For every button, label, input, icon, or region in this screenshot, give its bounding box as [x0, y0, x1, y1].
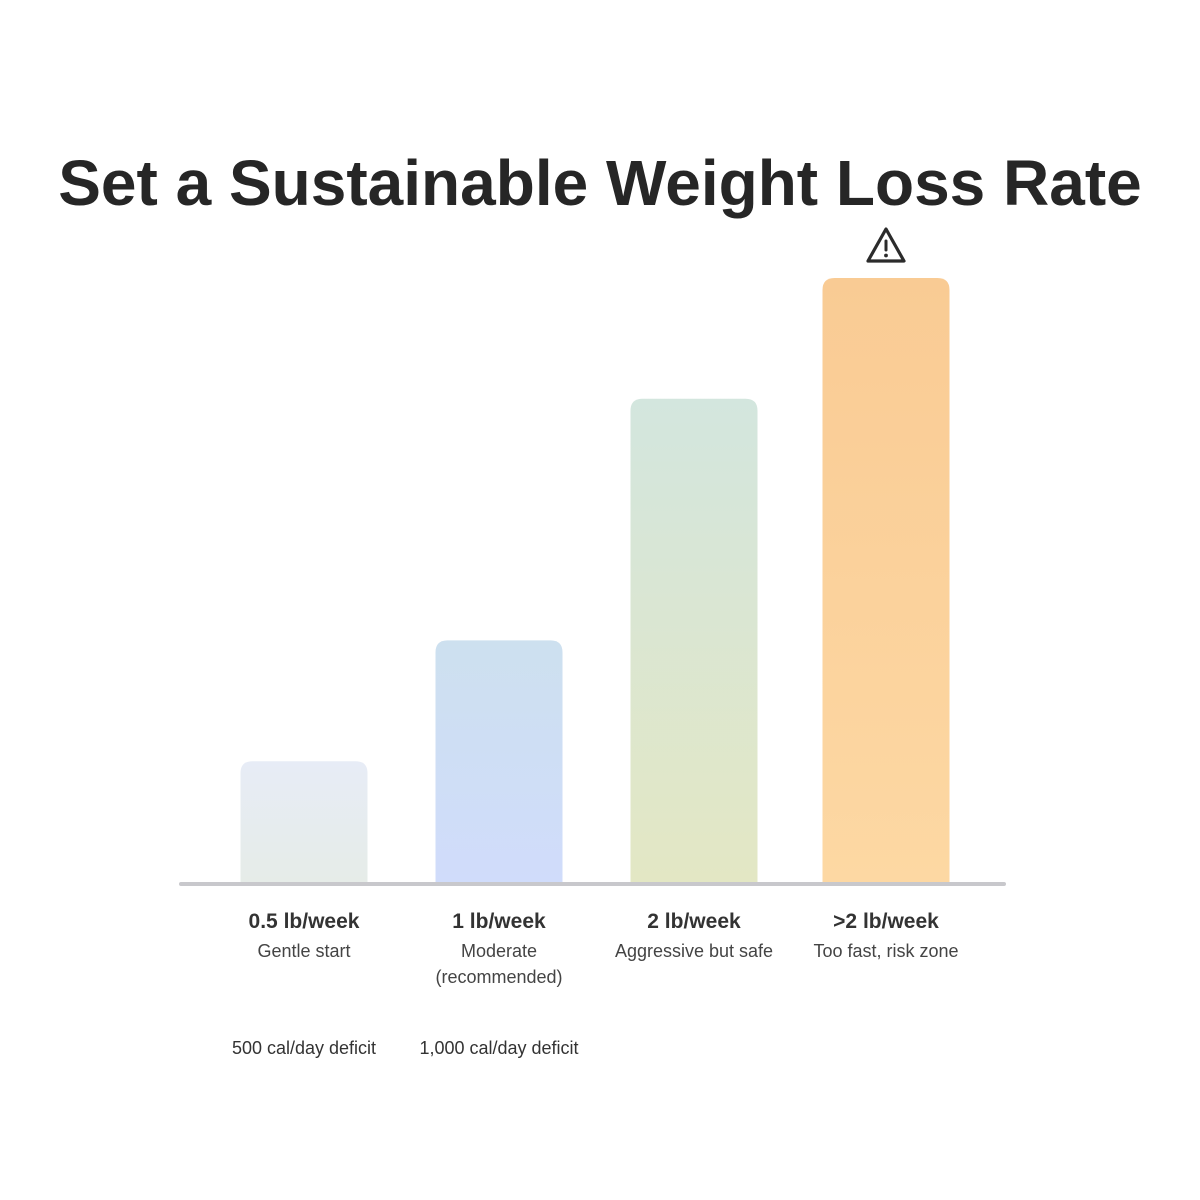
category-4: >2 lb/week Too fast, risk zone [781, 909, 991, 964]
category-1: 0.5 lb/week Gentle start [199, 909, 409, 964]
warning-triangle-icon [866, 227, 906, 263]
category-label: >2 lb/week [833, 910, 939, 933]
category-description: Gentle start [257, 941, 351, 961]
category-description: Too fast, risk zone [813, 941, 959, 961]
category-3: 2 lb/week Aggressive but safe [589, 909, 799, 964]
bar-3 [630, 398, 758, 882]
category-label: 1 lb/week [452, 910, 546, 933]
category-label: 0.5 lb/week [248, 910, 360, 933]
bars-layer [240, 278, 950, 882]
category-description: Aggressive but safe [614, 941, 774, 961]
bar-2 [435, 640, 563, 882]
category-label: 2 lb/week [647, 910, 741, 933]
category-2: 1 lb/week Moderate (recommended) [394, 909, 604, 990]
bar-4 [822, 278, 950, 882]
calorie-deficit-note: 1,000 cal/day deficit [419, 1038, 579, 1058]
calorie-deficit-note: 500 cal/day deficit [231, 1038, 377, 1058]
bar-1 [240, 761, 368, 882]
page-title: Set a Sustainable Weight Loss Rate [58, 147, 1142, 219]
category-description: Moderate (recommended) [435, 941, 563, 987]
